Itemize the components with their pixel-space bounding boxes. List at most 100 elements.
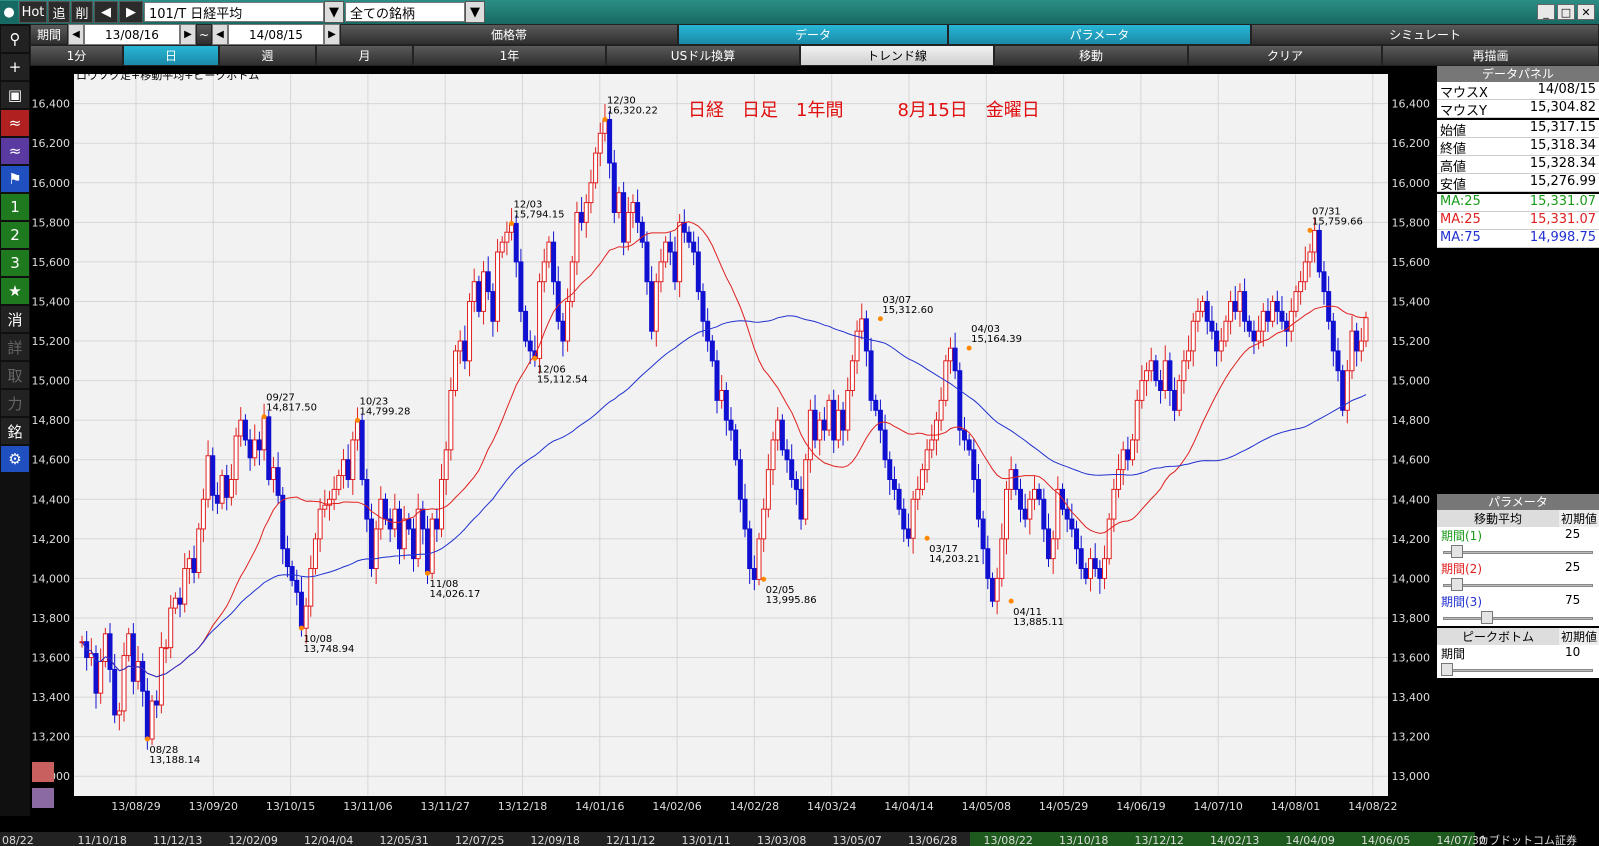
tab-weekly[interactable]: 週: [219, 45, 316, 66]
star-icon[interactable]: ★: [1, 278, 29, 304]
candle-body: [1340, 370, 1346, 411]
settings-gear-icon[interactable]: ⚙: [1, 446, 29, 472]
tab-monthly[interactable]: 月: [316, 45, 413, 66]
plus-icon[interactable]: +: [1, 54, 29, 80]
peak-value-label: 15,794.15: [514, 210, 565, 221]
peak-value-label: 13,995.86: [766, 595, 817, 606]
date-to-next-icon[interactable]: ▶: [324, 24, 340, 45]
candle-body: [158, 647, 164, 706]
candle-body: [261, 416, 267, 451]
y-tick-label-left: 15,200: [32, 335, 71, 348]
tab-simulate[interactable]: シミュレート: [1251, 24, 1599, 45]
peak-init-button[interactable]: 初期値: [1559, 628, 1599, 645]
candle-body: [695, 251, 701, 293]
candle-body: [495, 251, 501, 322]
add-button[interactable]: 追: [48, 1, 70, 23]
tab-daily[interactable]: 日: [123, 45, 219, 66]
candle-body: [196, 528, 202, 573]
candle-body: [364, 479, 370, 520]
period3-slider[interactable]: [1437, 610, 1599, 626]
delete-button[interactable]: 削: [71, 1, 93, 23]
preset-2-button[interactable]: 2: [1, 222, 29, 248]
candle-body: [728, 419, 734, 431]
candle-body: [457, 340, 463, 352]
candle-body: [107, 633, 113, 670]
tab-1year[interactable]: 1年: [413, 45, 606, 66]
next-arrow-icon[interactable]: ▶: [119, 1, 143, 23]
peak-period-slider[interactable]: [1437, 662, 1599, 678]
date-to-field[interactable]: 14/08/15: [228, 24, 324, 45]
search-icon[interactable]: ⚲: [1, 26, 29, 52]
usd-convert-button[interactable]: USドル換算: [606, 45, 800, 66]
camera-icon[interactable]: ▣: [1, 82, 29, 108]
x-tick-label: 13/10/15: [266, 800, 315, 813]
candle-body: [751, 568, 757, 580]
candlestick-chart[interactable]: 16,400 16,400 16,200 16,200 16,000 16,000 15,8…: [30, 66, 1436, 816]
period2-value[interactable]: 25: [1565, 560, 1581, 574]
symbol-dropdown-icon[interactable]: ▼: [324, 1, 344, 23]
trendline-button[interactable]: トレンド線: [800, 45, 994, 66]
candle-body: [448, 389, 454, 451]
candle-body: [429, 518, 435, 574]
candle-body: [1232, 300, 1238, 312]
period1-slider[interactable]: [1437, 544, 1599, 560]
detail-button[interactable]: 詳: [1, 334, 29, 360]
candle-body: [1279, 310, 1285, 322]
ma-init-button[interactable]: 初期値: [1559, 510, 1599, 527]
period2-label: 期間(2): [1441, 562, 1482, 576]
tab-data[interactable]: データ: [678, 24, 948, 45]
candle-body: [761, 508, 767, 540]
market-field[interactable]: 全ての銘柄: [345, 2, 465, 22]
bulb-icon[interactable]: ●: [0, 1, 18, 23]
candle-body: [597, 132, 603, 154]
data-panel: データパネル マウスX 14/08/15 マウスY 15,304.82 始値 15,3…: [1437, 66, 1599, 816]
period1-value[interactable]: 25: [1565, 527, 1581, 541]
overview-date-label: 11/10/18: [78, 834, 127, 846]
symbol-field[interactable]: 101/T 日経平均: [144, 2, 324, 22]
clear-button[interactable]: クリア: [1188, 45, 1382, 66]
candle-body: [1344, 370, 1350, 411]
tab-parameter[interactable]: パラメータ: [948, 24, 1251, 45]
ma-row: MA:25 15,331.07: [1437, 212, 1599, 230]
date-from-next-icon[interactable]: ▶: [180, 24, 196, 45]
minimize-icon[interactable]: _: [1537, 4, 1555, 20]
power-button[interactable]: 力: [1, 390, 29, 416]
close-icon[interactable]: ✕: [1577, 4, 1595, 20]
tab-1min[interactable]: 1分: [30, 45, 123, 66]
tab-price-band[interactable]: 価格帯: [340, 24, 678, 45]
stock-button[interactable]: 銘: [1, 418, 29, 444]
preset-1-button[interactable]: 1: [1, 194, 29, 220]
date-from-prev-icon[interactable]: ◀: [68, 24, 84, 45]
redraw-button[interactable]: 再描画: [1382, 45, 1599, 66]
chart-red-icon[interactable]: ≈: [1, 110, 29, 136]
candle-body: [1204, 300, 1210, 322]
move-button[interactable]: 移動: [994, 45, 1188, 66]
peak-marker: [877, 316, 883, 322]
date-from-field[interactable]: 13/08/16: [84, 24, 180, 45]
period3-value[interactable]: 75: [1565, 593, 1581, 607]
candle-body: [504, 231, 510, 243]
candle-body: [798, 488, 804, 520]
peak-period-value[interactable]: 10: [1565, 645, 1581, 659]
period2-slider[interactable]: [1437, 577, 1599, 593]
candle-body: [331, 488, 337, 500]
candle-body: [214, 494, 220, 504]
flag-icon[interactable]: ⚑: [1, 166, 29, 192]
preset-3-button[interactable]: 3: [1, 250, 29, 276]
zoom-icon[interactable]: [32, 762, 54, 782]
prev-arrow-icon[interactable]: ◀: [94, 1, 118, 23]
candle-body: [443, 449, 449, 481]
x-tick-label: 14/07/10: [1193, 800, 1242, 813]
hot-button[interactable]: Hot: [19, 1, 47, 23]
chart-purple-icon[interactable]: ≈: [1, 138, 29, 164]
erase-button[interactable]: 消: [1, 306, 29, 332]
maximize-icon[interactable]: □: [1557, 4, 1575, 20]
indicator-icon[interactable]: [32, 788, 54, 808]
trade-button[interactable]: 取: [1, 362, 29, 388]
overview-date-bar[interactable]: 08/22 11/10/18 11/12/13 12/02/09 12/04/04 12/…: [0, 816, 1599, 846]
candle-body: [1228, 300, 1234, 322]
date-to-prev-icon[interactable]: ◀: [212, 24, 228, 45]
candle-body: [621, 192, 627, 243]
candle-body: [177, 597, 183, 605]
market-dropdown-icon[interactable]: ▼: [465, 1, 485, 23]
